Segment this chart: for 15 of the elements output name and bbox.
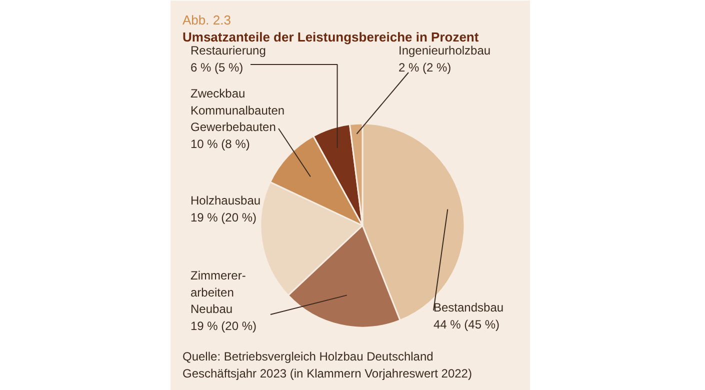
data-label: 2 % (2 %) [398,60,452,74]
data-label: 6 % (5 %) [190,60,244,74]
data-label: 10 % (8 %) [190,136,250,151]
chart-title: Abb. 2.3 [182,12,231,28]
slice-label: Zimmerer- arbeiten Neubau [190,268,246,316]
slice-label: Bestandsbau [434,300,504,314]
data-label: 44 % (45 %) [434,317,500,332]
data-label: 19 % (20 %) [190,318,257,333]
slice-label: Holzhausbau [190,194,261,208]
source-note: Quelle: Betriebsvergleich Holzbau Deutschland Geschäftsjahr 2023 (in Klammern Vorjahreswert 2022) [182,350,472,380]
slice-label: Ingenieurholzbau [398,44,491,58]
slice-label: Zweckbau Kommunalbauten Gewerbebauten [190,86,285,134]
data-label: 19 % (20 %) [190,210,257,224]
chart-subtitle: Umsatzanteile der Leistungsbereiche in Prozent [182,30,480,44]
slice-label: Restaurierung [190,44,266,58]
